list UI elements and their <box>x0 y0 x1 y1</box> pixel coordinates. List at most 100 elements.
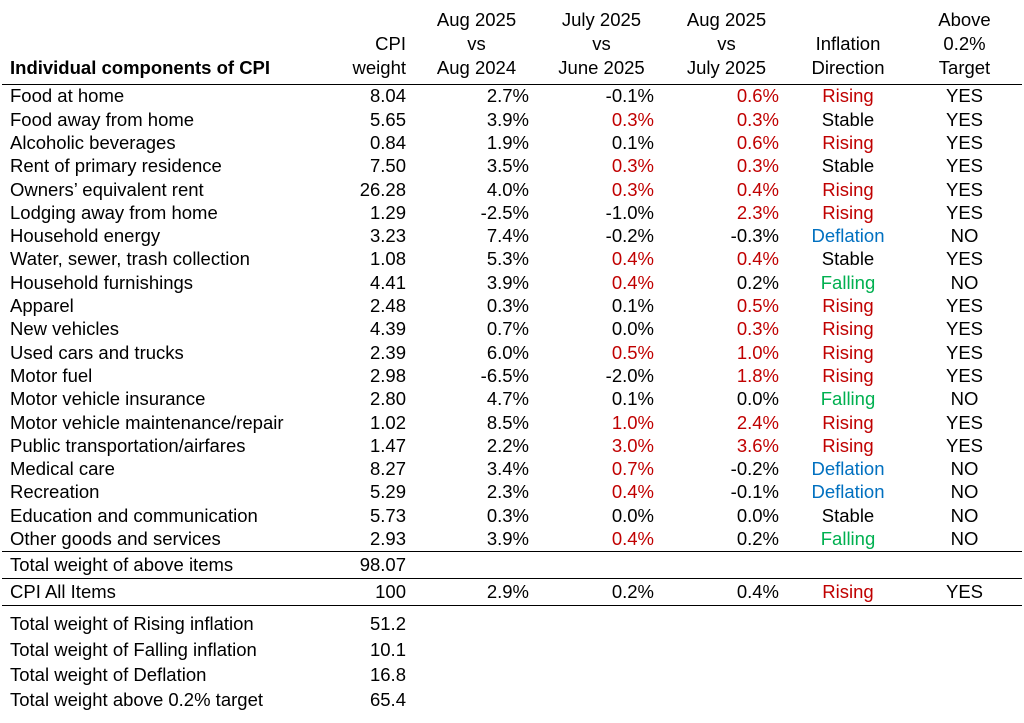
prev-mom-change: 0.4% <box>611 271 654 293</box>
table-row: Motor vehicle maintenance/repair 1.02 8.5%… <box>2 411 1022 434</box>
inflation-direction: Falling <box>820 388 876 410</box>
mom-change: 0.0% <box>736 504 779 526</box>
prev-mom-change: 0.4% <box>611 248 654 270</box>
header-prev-mom: July 2025 vs June 2025 <box>539 0 664 85</box>
above-target: YES <box>945 411 984 433</box>
cpi-weight: 1.02 <box>369 411 406 433</box>
component-name: Rent of primary residence <box>10 155 222 177</box>
table-row: Food away from home 5.65 3.9% 0.3% 0.3% Stabl… <box>2 108 1022 131</box>
table-row: Alcoholic beverages 0.84 1.9% 0.1% 0.6% Risin… <box>2 132 1022 155</box>
table-row: Food at home 8.04 2.7% -0.1% 0.6% Rising YES <box>2 85 1022 109</box>
component-name: Alcoholic beverages <box>10 131 176 153</box>
all-items-mom: 0.4% <box>664 577 789 606</box>
cpi-weight: 4.41 <box>369 271 406 293</box>
summary-row: Total weight of Rising inflation 51.2 <box>2 604 1022 638</box>
cpi-weight: 2.93 <box>369 528 406 550</box>
header-direction: Inflation Direction <box>789 0 907 85</box>
prev-mom-change: 0.7% <box>611 458 654 480</box>
inflation-direction: Deflation <box>811 225 885 247</box>
above-target: NO <box>950 481 979 503</box>
prev-mom-change: 0.5% <box>611 341 654 363</box>
above-target: YES <box>945 85 984 107</box>
component-name: Recreation <box>10 481 100 503</box>
header-component: Individual components of CPI <box>2 0 346 85</box>
cpi-weight: 8.04 <box>369 85 406 107</box>
component-name: Public transportation/airfares <box>10 434 246 456</box>
prev-mom-change: 0.1% <box>611 295 654 317</box>
table-row: Owners’ equivalent rent 26.28 4.0% 0.3% 0.4%… <box>2 178 1022 201</box>
yoy-change: -6.5% <box>480 364 529 386</box>
total-weight-row: Total weight of above items 98.07 <box>2 550 1022 579</box>
above-target: YES <box>945 248 984 270</box>
mom-change: 2.3% <box>736 201 779 223</box>
component-name: Used cars and trucks <box>10 341 184 363</box>
inflation-direction: Falling <box>820 528 876 550</box>
prev-mom-change: -0.2% <box>605 225 654 247</box>
cpi-weight: 1.08 <box>369 248 406 270</box>
all-items-yoy: 2.9% <box>414 577 539 606</box>
total-weight-label: Total weight of above items <box>2 550 346 579</box>
inflation-direction: Rising <box>822 411 874 433</box>
inflation-direction: Rising <box>822 318 874 340</box>
component-name: Medical care <box>10 458 115 480</box>
summary-value: 16.8 <box>369 664 406 686</box>
mom-change: -0.2% <box>730 458 779 480</box>
cpi-weight: 5.29 <box>369 481 406 503</box>
inflation-direction: Rising <box>822 364 874 386</box>
summary-label: Total weight of Deflation <box>10 664 207 686</box>
header-row: Individual components of CPI CPI weight A… <box>2 0 1022 85</box>
cpi-weight: 1.47 <box>369 434 406 456</box>
above-target: NO <box>950 504 979 526</box>
above-target: YES <box>945 295 984 317</box>
yoy-change: 2.7% <box>486 85 529 107</box>
summary-value: 10.1 <box>369 639 406 661</box>
above-target: NO <box>950 225 979 247</box>
summary-row: Total weight of Deflation 16.8 <box>2 663 1022 688</box>
summary-value: 65.4 <box>369 689 406 711</box>
all-items-target: YES <box>907 577 1022 606</box>
mom-change: 2.4% <box>736 411 779 433</box>
header-mom: Aug 2025 vs July 2025 <box>664 0 789 85</box>
above-target: NO <box>950 528 979 550</box>
table-row: Education and communication 5.73 0.3% 0.0% 0… <box>2 504 1022 527</box>
prev-mom-change: 0.3% <box>611 155 654 177</box>
prev-mom-change: 1.0% <box>611 411 654 433</box>
yoy-change: 3.4% <box>486 458 529 480</box>
mom-change: 0.5% <box>736 295 779 317</box>
inflation-direction: Stable <box>821 108 875 130</box>
summary-section: Total weight of Rising inflation 51.2 Tota… <box>2 604 1022 713</box>
prev-mom-change: 0.1% <box>611 388 654 410</box>
cpi-weight: 7.50 <box>369 155 406 177</box>
mom-change: 0.6% <box>736 85 779 107</box>
table-row: Lodging away from home 1.29 -2.5% -1.0% 2.3%… <box>2 201 1022 224</box>
inflation-direction: Rising <box>822 295 874 317</box>
prev-mom-change: -0.1% <box>605 85 654 107</box>
above-target: NO <box>950 388 979 410</box>
header-yoy: Aug 2025 vs Aug 2024 <box>414 0 539 85</box>
summary-row: Total weight of Falling inflation 10.1 <box>2 638 1022 663</box>
mom-change: -0.1% <box>730 481 779 503</box>
yoy-change: 0.3% <box>486 295 529 317</box>
inflation-direction: Stable <box>821 248 875 270</box>
component-name: Lodging away from home <box>10 201 218 223</box>
above-target: YES <box>945 131 984 153</box>
above-target: YES <box>945 364 984 386</box>
mom-change: -0.3% <box>730 225 779 247</box>
above-target: YES <box>945 108 984 130</box>
prev-mom-change: -2.0% <box>605 364 654 386</box>
mom-change: 0.6% <box>736 131 779 153</box>
table-row: Rent of primary residence 7.50 3.5% 0.3% 0.3… <box>2 155 1022 178</box>
cpi-weight: 2.80 <box>369 388 406 410</box>
cpi-weight: 5.65 <box>369 108 406 130</box>
table-row: Motor fuel 2.98 -6.5% -2.0% 1.8% Rising YES <box>2 365 1022 388</box>
inflation-direction: Rising <box>822 434 874 456</box>
mom-change: 0.3% <box>736 108 779 130</box>
component-name: Household energy <box>10 225 161 247</box>
inflation-direction: Deflation <box>811 458 885 480</box>
cpi-weight: 8.27 <box>369 458 406 480</box>
prev-mom-change: -1.0% <box>605 201 654 223</box>
yoy-change: 0.7% <box>486 318 529 340</box>
above-target: NO <box>950 458 979 480</box>
yoy-change: 6.0% <box>486 341 529 363</box>
